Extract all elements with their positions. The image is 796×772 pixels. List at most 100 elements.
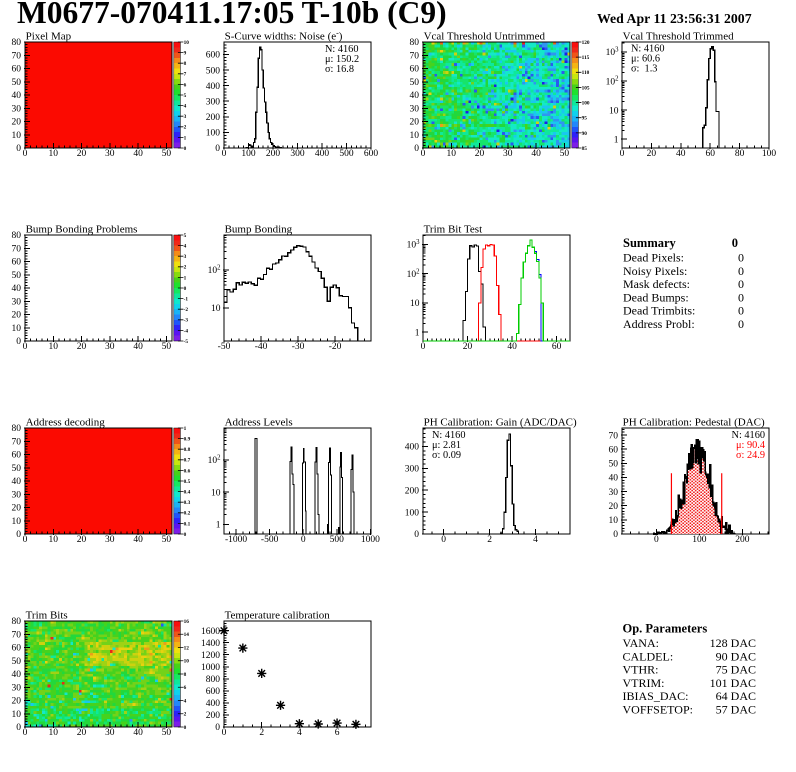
svg-text:200: 200 <box>206 113 221 123</box>
svg-text:80: 80 <box>410 38 420 48</box>
svg-text:PH Calibration: Pedestal (DAC): PH Calibration: Pedestal (DAC) <box>623 417 765 429</box>
svg-text:103: 103 <box>606 47 620 59</box>
svg-text:600: 600 <box>206 51 221 61</box>
svg-text:0: 0 <box>620 149 625 159</box>
svg-text:0: 0 <box>222 149 227 159</box>
svg-text:Pixel Map: Pixel Map <box>26 31 72 43</box>
svg-text:10: 10 <box>49 149 59 159</box>
svg-text:200: 200 <box>266 149 281 159</box>
svg-text:600: 600 <box>364 149 379 159</box>
svg-text:σ: 0.09: σ: 0.09 <box>432 450 461 461</box>
svg-text:95: 95 <box>582 116 588 122</box>
svg-text:101 DAC: 101 DAC <box>710 676 756 690</box>
svg-text:PH Calibration: Gain (ADC/DAC): PH Calibration: Gain (ADC/DAC) <box>424 417 577 429</box>
svg-text:300: 300 <box>405 465 420 475</box>
svg-text:30: 30 <box>503 149 513 159</box>
svg-text:50: 50 <box>162 149 172 159</box>
svg-text:70: 70 <box>12 51 22 61</box>
svg-text:Op. Parameters: Op. Parameters <box>623 622 708 636</box>
svg-text:20: 20 <box>77 728 87 738</box>
svg-text:5: 5 <box>184 93 187 99</box>
svg-text:20: 20 <box>12 118 22 128</box>
svg-text:0: 0 <box>184 286 187 292</box>
svg-text:VTRIM:: VTRIM: <box>623 676 665 690</box>
svg-text:10: 10 <box>609 516 619 526</box>
svg-text:VTHR:: VTHR: <box>623 663 659 677</box>
svg-text:60: 60 <box>12 258 22 268</box>
svg-text:Trim Bits: Trim Bits <box>26 610 68 622</box>
svg-text:75 DAC: 75 DAC <box>716 663 756 677</box>
svg-text:μ: 90.4: μ: 90.4 <box>736 440 765 451</box>
svg-text:1: 1 <box>184 135 187 141</box>
svg-text:10: 10 <box>184 40 190 46</box>
svg-text:3: 3 <box>184 254 187 260</box>
svg-text:100: 100 <box>206 129 221 139</box>
svg-text:500: 500 <box>330 535 345 545</box>
svg-text:0: 0 <box>16 530 21 540</box>
svg-text:0: 0 <box>732 236 738 250</box>
svg-text:0: 0 <box>16 337 21 347</box>
svg-text:60: 60 <box>705 149 715 159</box>
svg-text:-1: -1 <box>184 297 189 303</box>
svg-text:0: 0 <box>222 728 227 738</box>
svg-text:80: 80 <box>735 149 745 159</box>
svg-text:0: 0 <box>215 144 220 154</box>
svg-text:0: 0 <box>613 530 618 540</box>
svg-text:20: 20 <box>647 149 657 159</box>
svg-text:0.2: 0.2 <box>184 511 191 517</box>
svg-text:500: 500 <box>206 66 221 76</box>
svg-text:-500: -500 <box>261 535 279 545</box>
svg-text:90: 90 <box>582 131 588 137</box>
svg-text:600: 600 <box>206 687 221 697</box>
svg-text:4: 4 <box>297 728 302 738</box>
svg-text:30: 30 <box>105 535 115 545</box>
svg-text:9: 9 <box>184 51 187 57</box>
svg-text:μ: 150.2: μ: 150.2 <box>325 54 359 65</box>
svg-text:1600: 1600 <box>201 627 220 637</box>
svg-text:60: 60 <box>552 342 562 352</box>
svg-text:115: 115 <box>582 55 590 61</box>
svg-text:102: 102 <box>407 268 421 280</box>
svg-text:2: 2 <box>487 535 492 545</box>
svg-text:102: 102 <box>606 76 620 88</box>
svg-text:σ: 1.3: σ: 1.3 <box>631 64 657 75</box>
svg-text:128 DAC: 128 DAC <box>710 636 756 650</box>
svg-text:μ: 60.6: μ: 60.6 <box>631 54 660 65</box>
svg-text:1: 1 <box>184 275 187 281</box>
svg-text:10: 10 <box>12 710 22 720</box>
svg-text:6: 6 <box>335 728 340 738</box>
svg-text:20: 20 <box>463 342 473 352</box>
svg-text:Address Levels: Address Levels <box>225 417 293 429</box>
svg-text:70: 70 <box>410 51 420 61</box>
svg-text:0: 0 <box>654 535 659 545</box>
svg-text:Dead Pixels:: Dead Pixels: <box>623 251 684 265</box>
svg-text:10: 10 <box>12 517 22 527</box>
svg-text:Summary: Summary <box>623 236 677 250</box>
svg-text:20: 20 <box>475 149 485 159</box>
svg-text:4: 4 <box>184 104 187 110</box>
svg-text:6: 6 <box>184 685 187 691</box>
svg-text:0: 0 <box>738 251 744 265</box>
svg-text:50: 50 <box>12 271 22 281</box>
svg-text:S-Curve widths: Noise (e-): S-Curve widths: Noise (e-) <box>225 29 343 43</box>
svg-text:57 DAC: 57 DAC <box>716 703 756 717</box>
svg-text:5: 5 <box>184 233 187 239</box>
svg-text:10: 10 <box>410 299 420 309</box>
svg-text:103: 103 <box>407 239 421 251</box>
svg-text:102: 102 <box>208 455 222 467</box>
svg-text:10: 10 <box>410 131 420 141</box>
svg-text:100: 100 <box>241 149 256 159</box>
svg-text:40: 40 <box>133 342 143 352</box>
svg-text:102: 102 <box>208 264 222 276</box>
svg-text:100: 100 <box>582 100 590 106</box>
svg-text:1: 1 <box>415 328 420 338</box>
svg-text:80: 80 <box>12 38 22 48</box>
svg-text:-2: -2 <box>184 307 189 313</box>
svg-text:2: 2 <box>184 265 187 271</box>
svg-text:85: 85 <box>582 146 588 152</box>
svg-text:10: 10 <box>211 488 221 498</box>
svg-text:60: 60 <box>609 445 619 455</box>
svg-text:50: 50 <box>12 464 22 474</box>
svg-text:30: 30 <box>105 342 115 352</box>
svg-text:-1000: -1000 <box>225 535 247 545</box>
